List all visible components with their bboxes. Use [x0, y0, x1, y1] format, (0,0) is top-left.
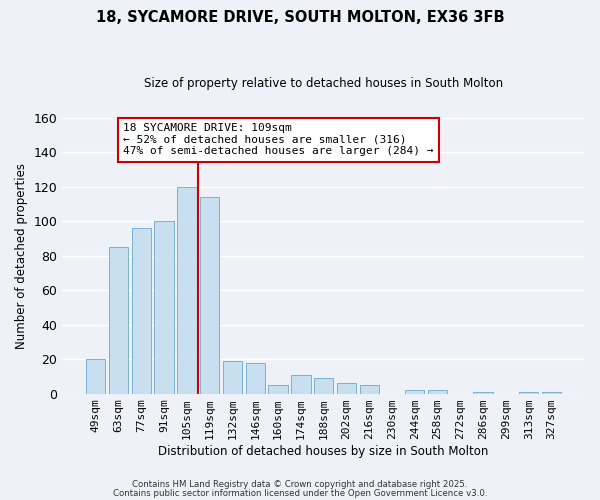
X-axis label: Distribution of detached houses by size in South Molton: Distribution of detached houses by size …: [158, 444, 489, 458]
Bar: [154, 222, 174, 394]
Text: Contains public sector information licensed under the Open Government Licence v3: Contains public sector information licen…: [113, 488, 487, 498]
Title: Size of property relative to detached houses in South Molton: Size of property relative to detached ho…: [144, 78, 503, 90]
Bar: [542, 392, 561, 394]
Bar: [200, 198, 220, 394]
Bar: [131, 228, 151, 394]
Bar: [428, 390, 447, 394]
Bar: [314, 378, 334, 394]
Bar: [177, 187, 197, 394]
Bar: [245, 362, 265, 394]
Bar: [291, 374, 311, 394]
Bar: [359, 385, 379, 394]
Bar: [268, 385, 288, 394]
Bar: [519, 392, 538, 394]
Bar: [223, 361, 242, 394]
Text: 18 SYCAMORE DRIVE: 109sqm
← 52% of detached houses are smaller (316)
47% of semi: 18 SYCAMORE DRIVE: 109sqm ← 52% of detac…: [123, 123, 434, 156]
Bar: [109, 247, 128, 394]
Bar: [405, 390, 424, 394]
Bar: [337, 384, 356, 394]
Bar: [86, 359, 106, 394]
Bar: [473, 392, 493, 394]
Y-axis label: Number of detached properties: Number of detached properties: [15, 163, 28, 349]
Text: 18, SYCAMORE DRIVE, SOUTH MOLTON, EX36 3FB: 18, SYCAMORE DRIVE, SOUTH MOLTON, EX36 3…: [95, 10, 505, 25]
Text: Contains HM Land Registry data © Crown copyright and database right 2025.: Contains HM Land Registry data © Crown c…: [132, 480, 468, 489]
